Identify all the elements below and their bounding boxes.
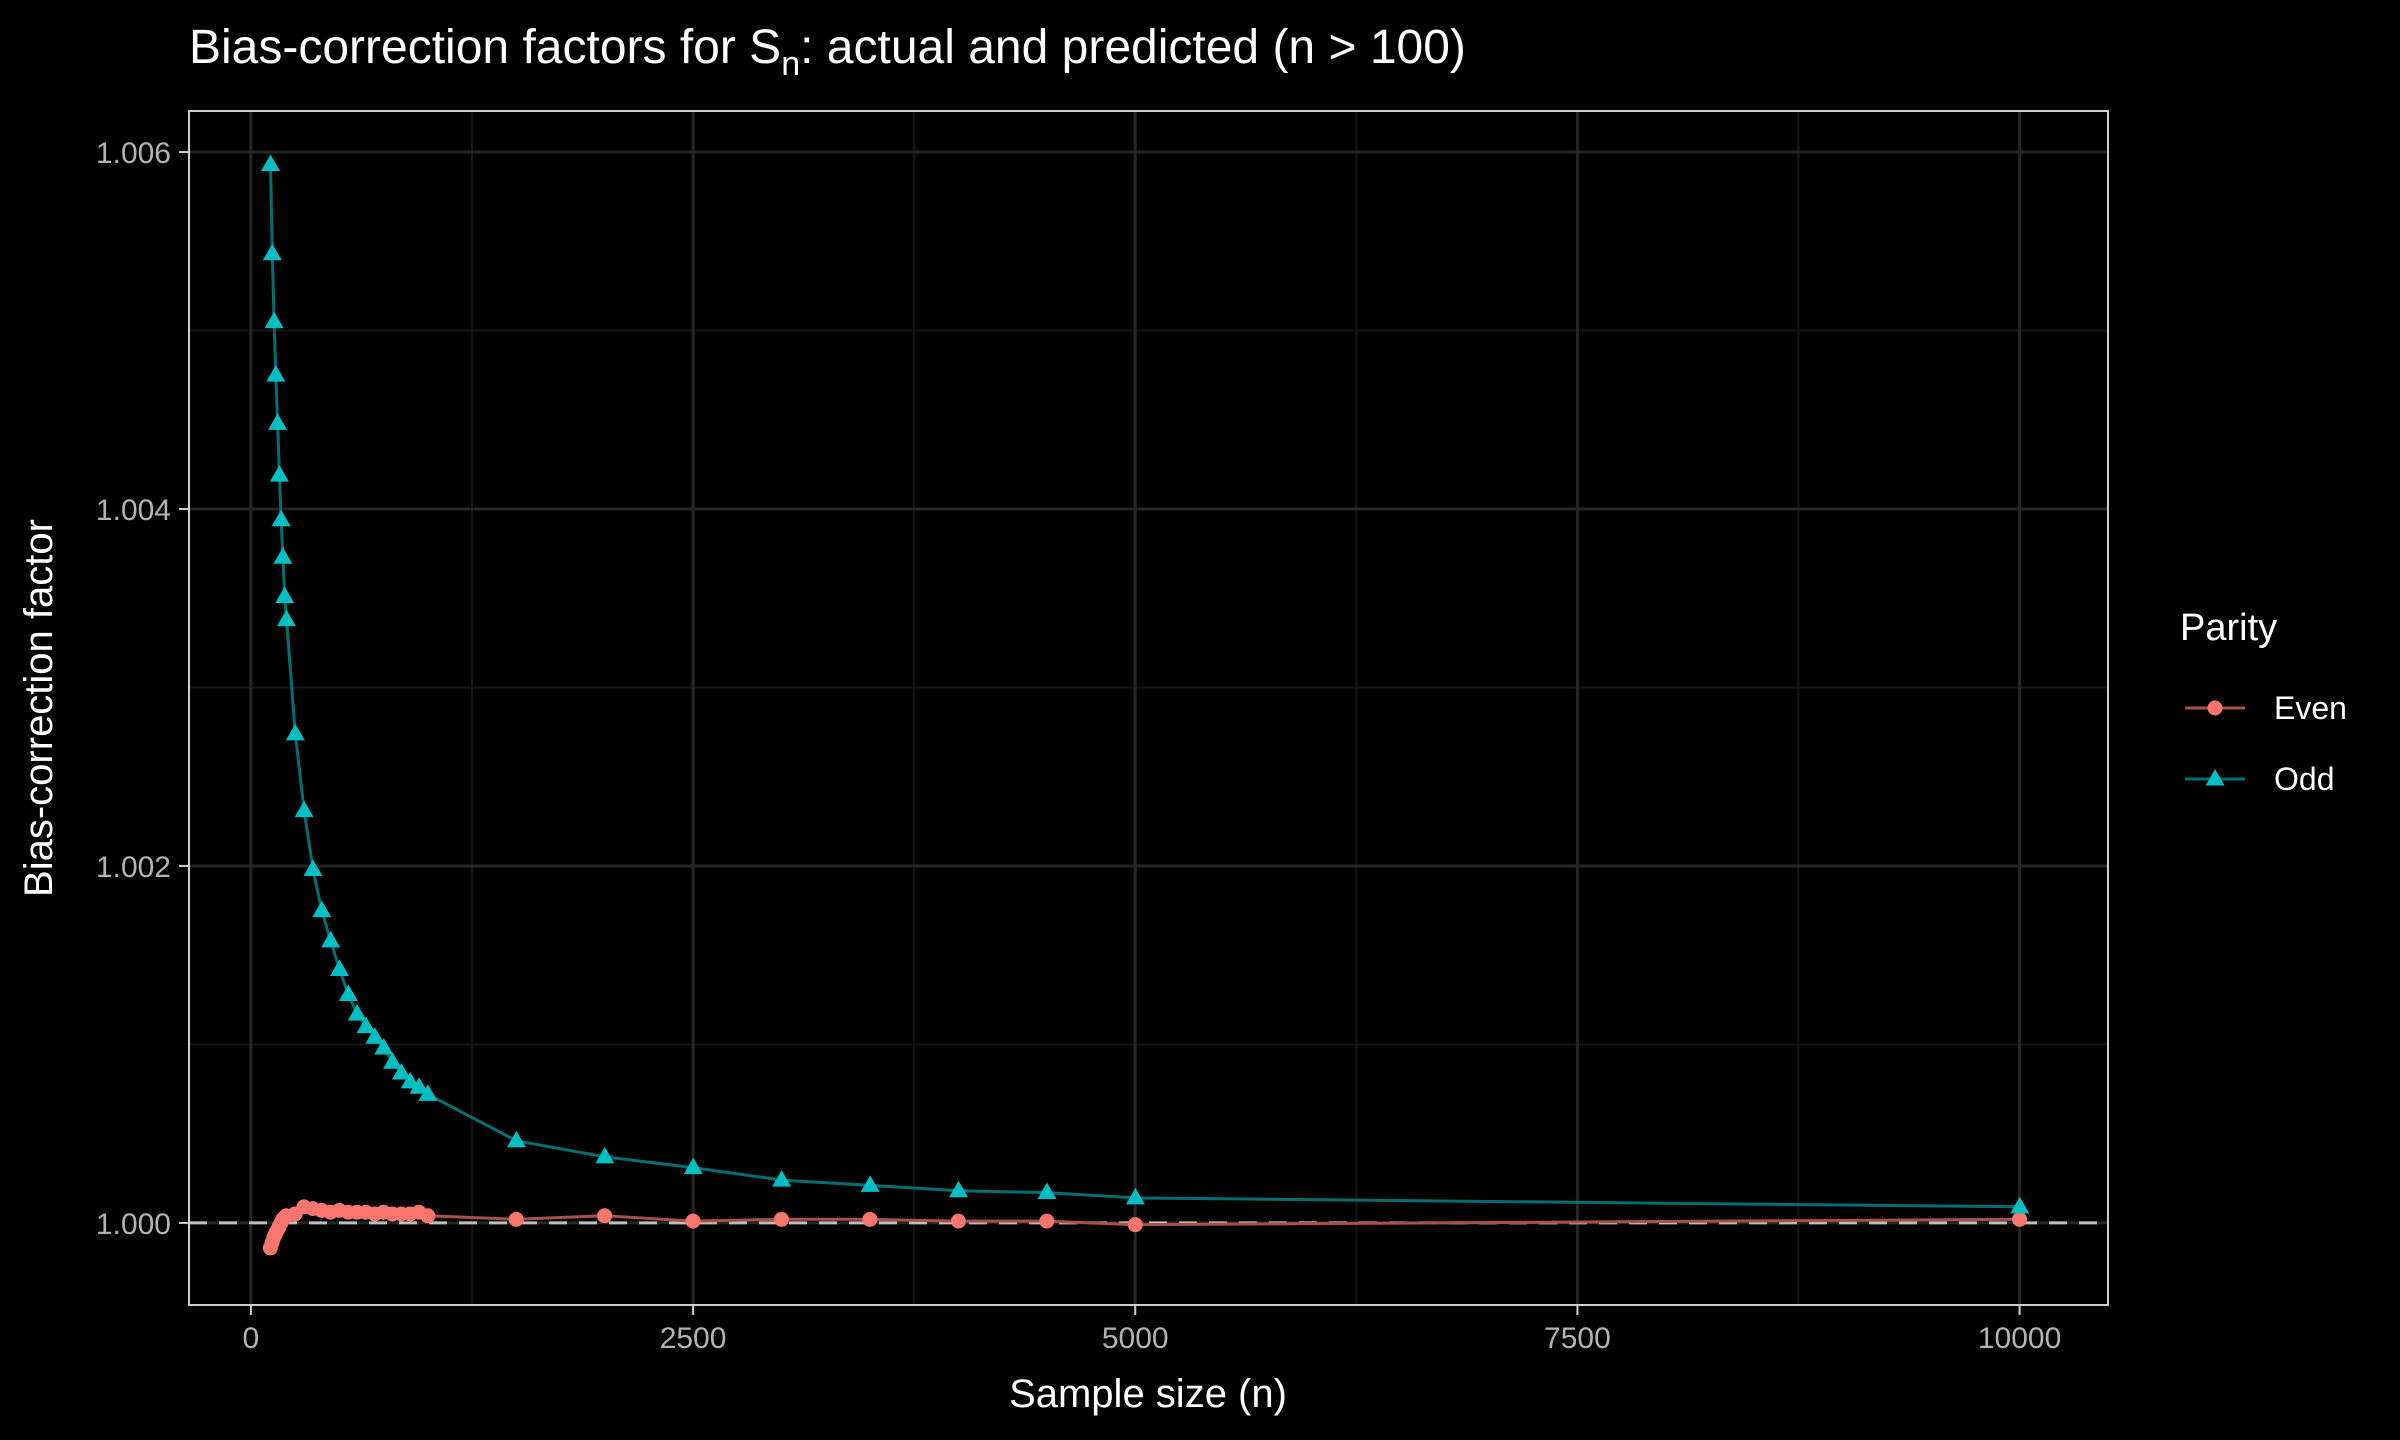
data-point-even bbox=[2012, 1211, 2028, 1227]
x-axis: 0 2500 5000 7500 10000 bbox=[243, 1305, 2061, 1355]
data-point-odd bbox=[391, 1062, 411, 1080]
series-layer bbox=[261, 154, 2030, 1256]
data-point-odd bbox=[356, 1016, 376, 1034]
data-point-even bbox=[597, 1208, 613, 1224]
data-point-odd bbox=[860, 1175, 880, 1192]
y-tick-label: 1.002 bbox=[96, 851, 171, 884]
data-point-odd bbox=[383, 1052, 403, 1069]
y-tick-label: 1.004 bbox=[96, 494, 171, 527]
y-tick-label: 1.006 bbox=[96, 137, 171, 170]
data-point-odd bbox=[264, 311, 284, 329]
data-point-odd bbox=[273, 547, 293, 564]
legend-label-odd: Odd bbox=[2274, 761, 2334, 797]
x-tick-label: 10000 bbox=[1978, 1322, 2061, 1355]
y-axis: 1.000 1.002 1.004 1.006 bbox=[96, 137, 189, 1241]
data-point-odd bbox=[400, 1071, 420, 1089]
data-point-even bbox=[774, 1211, 790, 1227]
y-axis-label: Bias-correction factor bbox=[17, 519, 61, 897]
legend-label-even: Even bbox=[2274, 690, 2347, 726]
data-point-odd bbox=[269, 465, 289, 482]
data-point-odd bbox=[338, 984, 358, 1001]
legend-item-even: Even bbox=[2185, 690, 2347, 726]
data-point-odd bbox=[276, 609, 296, 627]
chart-title-rest: : actual and predicted (n > 100) bbox=[800, 21, 1466, 74]
series-even bbox=[262, 1199, 2028, 1256]
data-point-odd bbox=[261, 154, 281, 172]
data-point-odd bbox=[303, 859, 323, 877]
data-point-odd bbox=[374, 1037, 394, 1055]
data-point-odd bbox=[321, 930, 341, 948]
grid-minor bbox=[189, 111, 2108, 1305]
legend-item-odd: Odd bbox=[2185, 761, 2334, 797]
chart-title-subscript: n bbox=[781, 45, 800, 83]
x-tick-label: 0 bbox=[243, 1322, 260, 1355]
x-axis-label: Sample size (n) bbox=[1009, 1372, 1287, 1416]
data-point-odd bbox=[268, 413, 288, 430]
data-point-odd bbox=[1037, 1182, 1057, 1200]
grid-major bbox=[189, 111, 2108, 1305]
y-tick-label: 1.000 bbox=[96, 1208, 171, 1241]
data-point-even bbox=[1127, 1217, 1143, 1233]
data-point-even bbox=[862, 1211, 878, 1227]
data-point-even bbox=[508, 1211, 524, 1227]
data-point-odd bbox=[294, 800, 314, 818]
data-point-odd bbox=[285, 723, 305, 741]
data-point-odd bbox=[409, 1077, 429, 1094]
plot-panel-border bbox=[188, 110, 2109, 1306]
data-point-odd bbox=[772, 1170, 792, 1187]
series-odd bbox=[261, 154, 2030, 1214]
data-point-odd bbox=[1125, 1187, 1145, 1205]
chart-title-main: Bias-correction factors for S bbox=[189, 21, 781, 74]
legend-marker-odd bbox=[2205, 769, 2225, 786]
data-point-odd bbox=[418, 1084, 438, 1101]
data-point-odd bbox=[262, 243, 282, 261]
legend-items: Even Odd bbox=[2185, 690, 2347, 797]
data-point-odd bbox=[365, 1027, 385, 1044]
x-tick-label: 2500 bbox=[660, 1322, 727, 1355]
data-point-odd bbox=[949, 1180, 969, 1198]
data-point-even bbox=[1039, 1213, 1055, 1229]
plot-panel bbox=[188, 110, 2109, 1306]
data-point-odd bbox=[275, 586, 295, 603]
x-tick-label: 7500 bbox=[1544, 1322, 1611, 1355]
data-point-even bbox=[950, 1213, 966, 1229]
data-point-even bbox=[420, 1208, 436, 1224]
legend-marker-even bbox=[2207, 700, 2223, 716]
legend-title: Parity bbox=[2180, 607, 2277, 649]
data-point-odd bbox=[312, 900, 332, 918]
plot-panel-background bbox=[189, 111, 2108, 1305]
data-point-odd bbox=[683, 1157, 703, 1175]
data-point-odd bbox=[330, 959, 350, 976]
data-point-odd bbox=[347, 1004, 367, 1021]
data-point-odd bbox=[271, 509, 291, 527]
data-point-odd bbox=[595, 1146, 615, 1164]
data-point-odd bbox=[506, 1130, 526, 1148]
legend: Parity Even Odd bbox=[2180, 607, 2347, 797]
data-point-odd bbox=[266, 365, 286, 382]
x-tick-label: 5000 bbox=[1102, 1322, 1169, 1355]
chart-title: Bias-correction factors for Sn: actual a… bbox=[189, 21, 1466, 83]
data-point-odd bbox=[2010, 1196, 2030, 1214]
data-point-even bbox=[685, 1213, 701, 1229]
